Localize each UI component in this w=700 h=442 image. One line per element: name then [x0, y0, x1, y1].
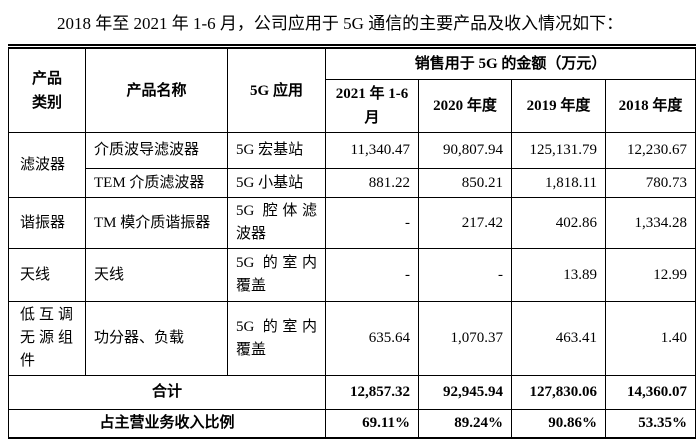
- table-row: 谐振器 TM 模介质谐振器 5G 腔体滤波器 - 217.42 402.86 1…: [8, 197, 697, 249]
- ratio-amount-cell: 53.35%: [604, 409, 697, 441]
- total-amount-cell: 92,945.94: [418, 375, 512, 410]
- cell-amount: 1,334.28: [604, 197, 697, 249]
- cell-amount: 12,230.67: [604, 132, 697, 169]
- cell-amount: 125,131.79: [511, 132, 606, 169]
- revenue-table: 产品 类别 产品名称 5G 应用 销售用于 5G 的金额（万元） 2021 年 …: [8, 44, 697, 442]
- cell-amount: 1.40: [604, 301, 697, 376]
- cell-amount: 1,070.37: [418, 301, 512, 376]
- header-5g-application: 5G 应用: [227, 46, 326, 133]
- header-product-category: 产品 类别: [8, 46, 86, 133]
- header-period-2020: 2020 年度: [418, 79, 512, 133]
- cell-application: 5G 的室内覆盖: [227, 248, 326, 302]
- cell-category: 滤波器: [8, 132, 86, 198]
- cell-amount: 90,807.94: [418, 132, 512, 169]
- cell-amount: -: [418, 248, 512, 302]
- header-row-periods: 2021 年 1-6 月 2020 年度 2019 年度 2018 年度: [9, 79, 697, 133]
- header-period-2018: 2018 年度: [604, 79, 697, 133]
- cell-application: 5G 小基站: [227, 168, 326, 198]
- cell-product-name: 天线: [85, 248, 228, 302]
- cell-amount: 402.86: [511, 197, 606, 249]
- ratio-amount-cell: 89.24%: [418, 409, 512, 441]
- header-period-2021h1: 2021 年 1-6 月: [325, 79, 419, 133]
- cell-application: 5G 宏基站: [227, 132, 326, 169]
- cell-amount: 11,340.47: [325, 132, 419, 169]
- cell-product-name: 介质波导滤波器: [85, 132, 228, 169]
- header-row-group: 产品 类别 产品名称 5G 应用 销售用于 5G 的金额（万元）: [8, 46, 697, 133]
- cell-amount: 1,818.11: [511, 168, 606, 198]
- total-amount-cell: 127,830.06: [511, 375, 606, 410]
- total-amount-cell: 12,857.32: [325, 375, 419, 410]
- cell-category: 低互调无源组件: [8, 301, 86, 376]
- cell-application: 5G 腔体滤波器: [227, 197, 326, 249]
- total-amount-cell: 14,360.07: [604, 375, 697, 410]
- table-row: 低互调无源组件 功分器、负载 5G 的室内覆盖 635.64 1,070.37 …: [8, 301, 697, 376]
- table-row: 天线 天线 5G 的室内覆盖 - - 13.89 12.99: [8, 248, 697, 302]
- cell-amount: 217.42: [418, 197, 512, 249]
- ratio-row: 占主营业务收入比例 69.11% 89.24% 90.86% 53.35%: [8, 409, 697, 441]
- ratio-amount-cell: 90.86%: [511, 409, 606, 441]
- header-product-name: 产品名称: [85, 46, 228, 133]
- cell-category: 天线: [8, 248, 86, 302]
- cell-amount: 463.41: [511, 301, 606, 376]
- cell-application: 5G 的室内覆盖: [227, 301, 326, 376]
- ratio-amount-cell: 69.11%: [325, 409, 419, 441]
- cell-product-name: TEM 介质滤波器: [85, 168, 228, 198]
- cell-product-name: TM 模介质谐振器: [85, 197, 228, 249]
- cell-amount: 780.73: [604, 168, 697, 198]
- cell-amount: 850.21: [418, 168, 512, 198]
- cell-amount: -: [325, 197, 419, 249]
- cell-amount: 881.22: [325, 168, 419, 198]
- cell-amount: 13.89: [511, 248, 606, 302]
- table-row: 滤波器 介质波导滤波器 5G 宏基站 11,340.47 90,807.94 1…: [8, 132, 697, 198]
- total-label-cell: 合计: [8, 375, 326, 410]
- table-row: TEM 介质滤波器 5G 小基站 881.22 850.21 1,818.11 …: [9, 168, 697, 198]
- cell-category: 谐振器: [8, 197, 86, 249]
- intro-paragraph: 2018 年至 2021 年 1-6 月，公司应用于 5G 通信的主要产品及收入…: [57, 14, 624, 33]
- cell-amount: -: [325, 248, 419, 302]
- cell-amount: 635.64: [325, 301, 419, 376]
- total-row: 合计 12,857.32 92,945.94 127,830.06 14,360…: [8, 375, 697, 410]
- ratio-label-cell: 占主营业务收入比例: [8, 409, 326, 441]
- header-amount-group: 销售用于 5G 的金额（万元）: [324, 46, 697, 80]
- cell-product-name: 功分器、负载: [85, 301, 228, 376]
- header-period-2019: 2019 年度: [511, 79, 606, 133]
- cell-amount: 12.99: [604, 248, 697, 302]
